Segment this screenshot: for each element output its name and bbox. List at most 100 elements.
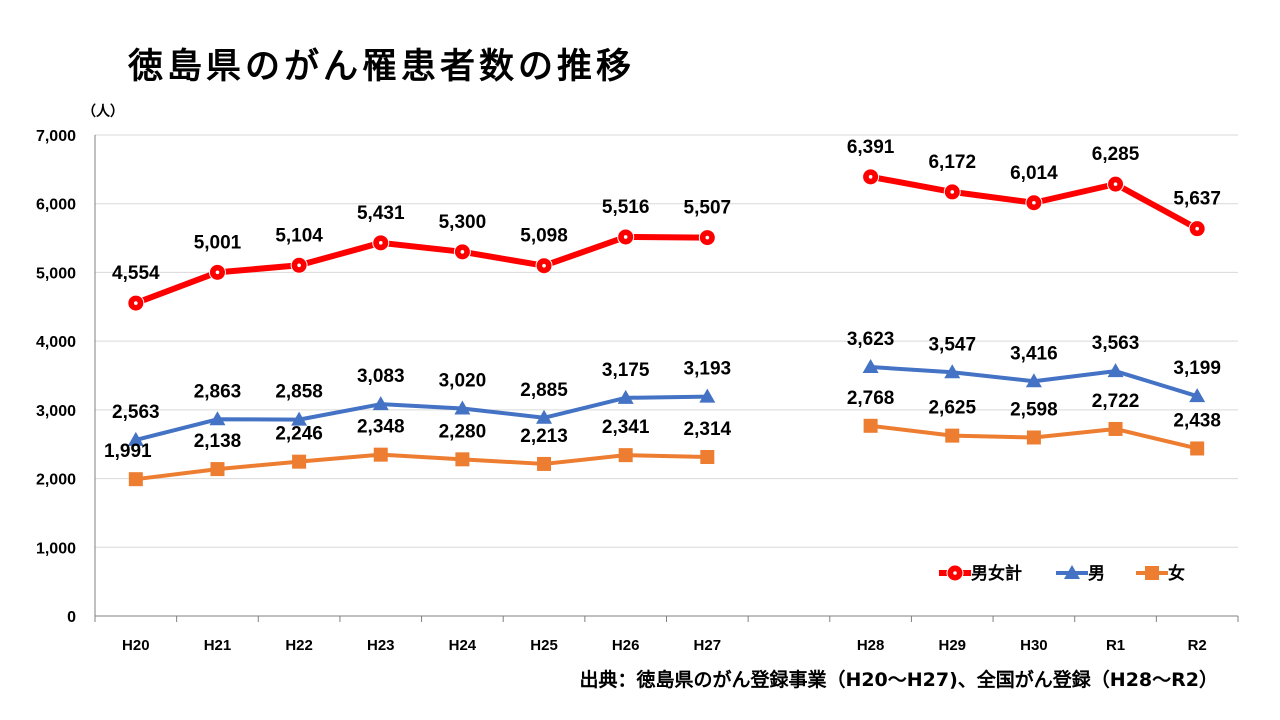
point-total-center [705,235,710,240]
data-label-total: 5,001 [194,232,242,253]
y-tick-label: 1,000 [36,540,76,557]
x-tick-label: H22 [285,637,313,654]
series-male [127,359,1206,446]
legend-label-total: 男女計 [971,563,1022,584]
point-female [700,449,715,464]
data-label-male: 3,175 [602,360,650,381]
data-label-female: 2,280 [439,421,487,442]
data-label-female: 2,598 [1010,399,1058,420]
data-label-total: 5,516 [602,197,650,218]
axes: （人） 0 1,000 2,000 3,000 4,000 5,000 6,000 7,000 H… [36,103,1239,654]
x-tick-label: H23 [367,637,395,654]
data-label-female: 2,246 [275,424,323,445]
source-note: 出典：徳島県のがん登録事業（H20～H27)、全国がん登録（H28～R2） [579,669,1218,691]
data-label-total: 4,554 [112,263,160,284]
data-label-male: 3,193 [684,359,732,380]
point-total-center [1113,182,1118,186]
point-male [209,411,226,426]
point-total-center [1032,200,1036,205]
data-label-female: 1,991 [104,441,152,462]
series-line-male [133,394,710,442]
point-male [1025,373,1042,388]
y-unit-label: （人） [82,103,124,120]
point-total-center [378,241,383,245]
y-tick-label: 6,000 [36,197,76,214]
data-label-male: 3,020 [439,370,487,391]
x-tick-label: H25 [530,637,558,654]
data-label-total: 5,104 [275,225,323,246]
x-tick-label: H29 [938,637,966,654]
point-female [455,452,470,467]
x-tick-label: H26 [612,637,640,654]
data-label-male: 3,623 [847,329,895,350]
data-label-female: 2,213 [520,426,568,447]
y-tick-label: 0 [67,609,76,626]
data-labels: 4,554 5,001 5,104 5,431 5,300 5,098 5,516 5,507… [104,137,1221,462]
legend-marker-total-center [953,571,957,575]
point-total-center [460,250,465,254]
data-label-male: 2,863 [194,381,242,402]
x-tick-label: R1 [1106,637,1125,654]
gridlines [95,134,1238,548]
data-label-total: 5,431 [357,203,405,224]
point-male [454,400,471,415]
point-female [292,454,307,469]
point-female [863,418,878,433]
series-total [127,168,1206,312]
point-total-center [623,235,628,239]
legend-label-male: 男 [1088,564,1105,584]
point-male [536,409,553,424]
y-tick-label: 3,000 [36,403,76,420]
series-female [128,418,1205,487]
point-female [1108,421,1123,436]
point-male [1189,388,1206,403]
data-label-male: 3,083 [357,366,405,387]
point-male [1107,363,1124,378]
data-label-male: 3,199 [1173,358,1221,379]
chart-title: 徳島県のがん罹患者数の推移 [128,47,636,87]
series-line-female [133,452,710,482]
point-male [944,364,961,379]
x-tick-label: H21 [204,637,232,654]
y-tick-label: 7,000 [36,128,76,145]
x-tick-label: H27 [694,637,722,654]
point-total-center [134,301,138,305]
point-female [128,472,143,487]
data-label-male: 3,563 [1092,333,1140,354]
series-line-total [132,233,711,307]
data-label-total: 6,391 [847,137,895,158]
y-tick-label: 5,000 [36,265,76,282]
data-label-total: 5,507 [684,198,732,219]
data-label-male: 3,547 [928,334,976,355]
data-label-male: 2,858 [275,382,323,403]
y-tick-label: 2,000 [36,472,76,489]
y-tick-label: 4,000 [36,334,76,351]
data-label-female: 2,348 [357,417,405,438]
point-female [537,456,552,471]
data-label-male: 3,416 [1010,343,1058,364]
point-female [1026,430,1041,445]
point-female [1190,441,1205,456]
data-label-female: 2,625 [928,398,976,419]
point-male [372,396,389,411]
legend-item-total: 男女計 [939,563,1022,584]
data-label-female: 2,768 [847,388,895,409]
data-label-female: 2,138 [194,431,242,452]
point-female [618,448,633,463]
data-label-total: 6,172 [928,152,976,173]
data-label-total: 5,637 [1173,189,1221,210]
point-male [862,359,879,374]
x-tick-label: H30 [1020,637,1048,654]
point-female [945,428,960,443]
point-total-center [297,263,301,268]
legend-item-male: 男 [1056,564,1105,584]
point-male [127,431,144,446]
point-male [617,389,634,404]
legend-item-female: 女 [1136,563,1185,584]
data-label-total: 5,098 [520,226,568,247]
x-tick-label: H28 [857,637,885,654]
point-total-center [868,175,873,179]
legend-marker-female [1145,566,1159,580]
data-label-total: 5,300 [439,212,487,233]
